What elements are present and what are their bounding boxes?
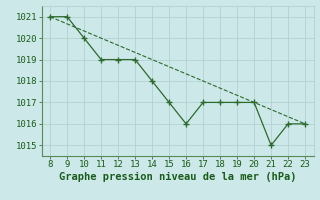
- X-axis label: Graphe pression niveau de la mer (hPa): Graphe pression niveau de la mer (hPa): [59, 172, 296, 182]
